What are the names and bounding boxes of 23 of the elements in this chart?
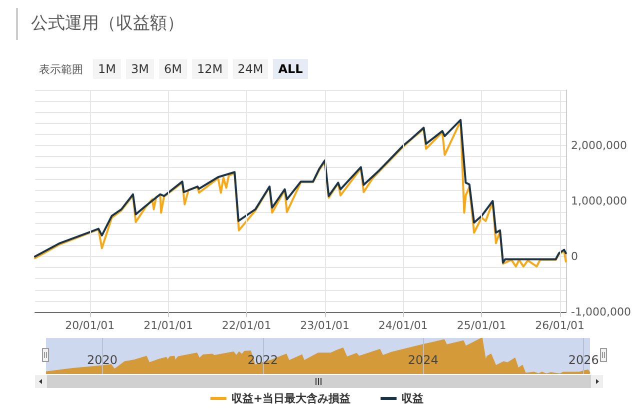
text: 1M: [93, 59, 121, 79]
x-tick-label: 21/01/01: [144, 319, 194, 332]
text: 24M: [232, 59, 268, 79]
x-tick-label: 2020: [86, 353, 118, 367]
x-tick-label: 24/01/01: [378, 319, 428, 332]
legend-label: 収益+当日最大含み損益: [231, 392, 351, 405]
chart-title: 公式運用（収益額）: [31, 14, 184, 34]
y-tick-label: 0: [571, 250, 578, 263]
text: 3M: [126, 59, 154, 79]
x-tick-label: 2026: [568, 353, 599, 367]
text: 12M: [192, 59, 228, 79]
y-tick-label: 1,000,000: [571, 194, 628, 208]
legend-label: 収益: [402, 392, 424, 405]
x-tick-label: 23/01/01: [300, 319, 350, 332]
x-tick-label: 26/01/01: [535, 319, 585, 332]
x-tick-label: 25/01/01: [456, 319, 506, 332]
y-tick-label: -1,000,000: [571, 306, 631, 318]
text: 表示範囲: [38, 62, 84, 78]
text: 6M: [159, 59, 187, 79]
x-tick-label: 22/01/01: [222, 319, 272, 332]
x-tick-label: 20/01/01: [65, 319, 115, 332]
y-tick-label: 2,000,000: [571, 139, 628, 152]
text: ALL: [273, 59, 308, 79]
